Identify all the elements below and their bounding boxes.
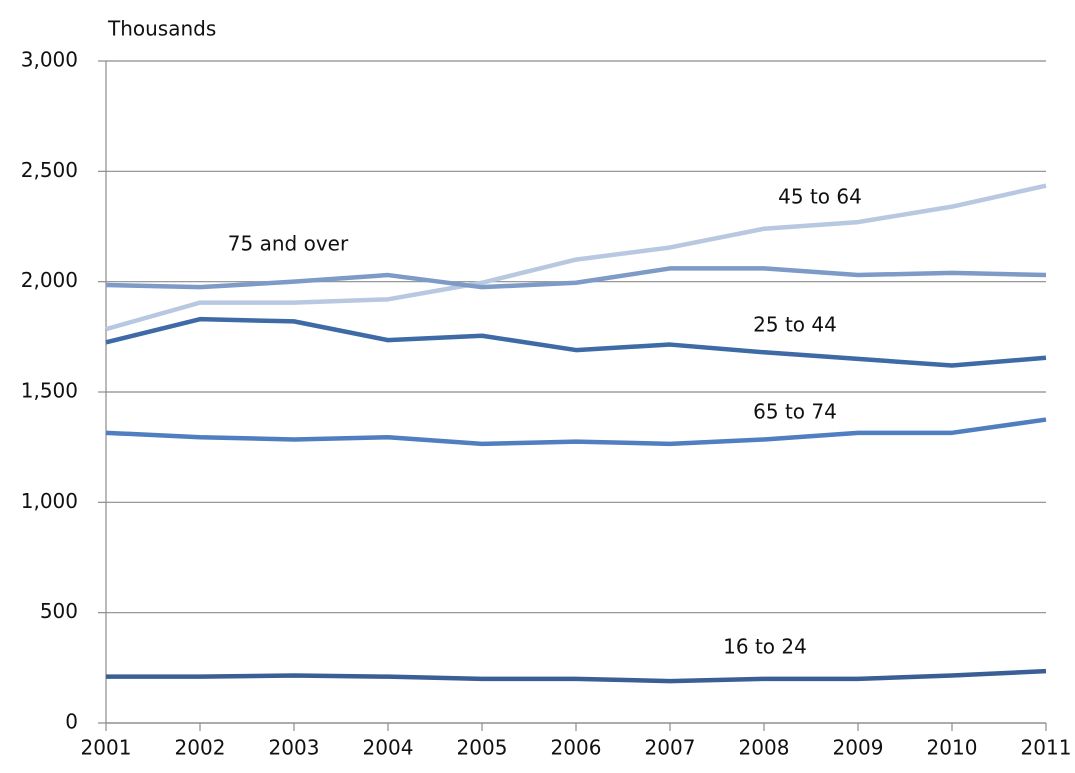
x-tick-label: 2005 (457, 736, 508, 760)
x-tick-label: 2010 (927, 736, 978, 760)
series-line (105, 266, 1047, 290)
x-tick-label: 2003 (269, 736, 320, 760)
series-line (105, 417, 1047, 447)
y-tick-label: 1,000 (21, 489, 78, 513)
y-tick-label: 2,000 (21, 268, 78, 292)
series-label: 75 and over (228, 232, 349, 256)
y-axis-label: Thousands (107, 17, 216, 41)
x-tick-label: 2001 (81, 736, 132, 760)
x-tick-label: 2004 (363, 736, 414, 760)
x-tick-label: 2002 (175, 736, 226, 760)
x-tick-label: 2007 (645, 736, 696, 760)
series-label: 25 to 44 (753, 313, 837, 337)
series-line (105, 316, 1047, 368)
y-tick-label: 1,500 (21, 379, 78, 403)
series-label: 45 to 64 (778, 185, 862, 209)
y-tick-label: 0 (65, 710, 78, 734)
x-tick-label: 2009 (833, 736, 884, 760)
y-tick-label: 3,000 (21, 48, 78, 72)
x-tick-label: 2006 (551, 736, 602, 760)
series-line (106, 668, 1047, 684)
x-tick-label: 2011 (1021, 736, 1072, 760)
series-label: 16 to 24 (723, 635, 807, 659)
y-tick-label: 2,500 (21, 158, 78, 182)
x-tick-label: 2008 (739, 736, 790, 760)
series-line (105, 183, 1047, 332)
y-tick-label: 500 (40, 599, 78, 623)
series-label: 65 to 74 (753, 400, 837, 424)
